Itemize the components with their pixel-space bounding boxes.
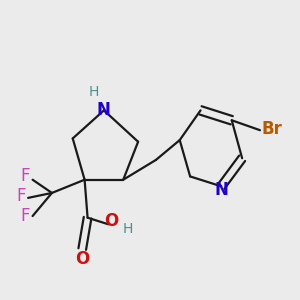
Text: H: H — [88, 85, 99, 99]
Text: N: N — [214, 181, 228, 199]
Text: H: H — [122, 222, 133, 236]
Text: F: F — [20, 167, 30, 185]
Text: O: O — [75, 250, 89, 268]
Text: Br: Br — [262, 119, 282, 137]
Text: F: F — [20, 207, 30, 225]
Text: O: O — [104, 212, 118, 230]
Text: F: F — [16, 187, 26, 205]
Text: N: N — [97, 101, 111, 119]
